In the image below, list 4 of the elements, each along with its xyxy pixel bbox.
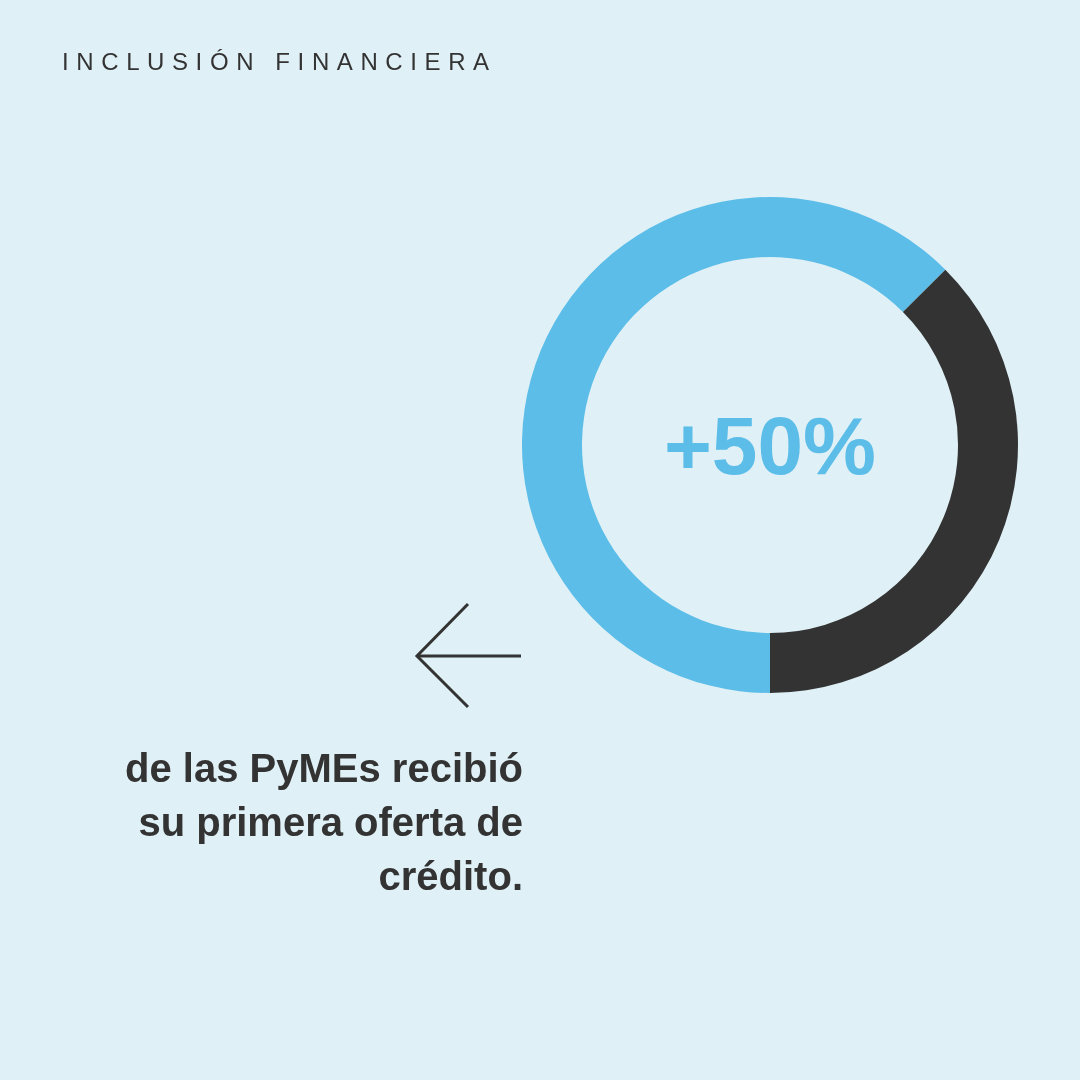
text: INCLUSIÓN FINANCIERA <box>62 48 497 75</box>
donut-slice <box>522 197 946 693</box>
text: de las PyMEs recibió su primera oferta de crédito. <box>125 746 523 898</box>
text: +50% <box>663 400 877 491</box>
